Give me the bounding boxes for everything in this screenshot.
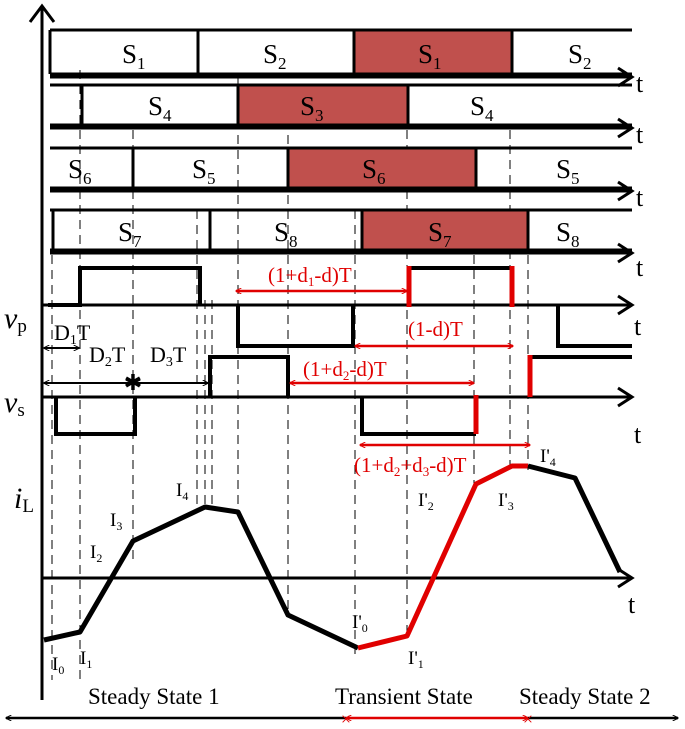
vp-t-label: t bbox=[634, 312, 642, 341]
point-i1: I1 bbox=[80, 648, 92, 671]
d3t-label: D3T bbox=[150, 342, 187, 370]
transient-label-4: (1+d2+d3-d)T bbox=[354, 453, 467, 479]
point-i0-prime: I'0 bbox=[352, 612, 368, 635]
transient-end-mark: × bbox=[523, 709, 533, 729]
il-steady-trace bbox=[43, 504, 360, 651]
il-t-label: t bbox=[628, 590, 636, 619]
state-indicators: Steady State 1 Transient State Steady St… bbox=[6, 684, 678, 729]
row3-label-d: S5 bbox=[556, 154, 580, 188]
vs-waveform: vs t bbox=[4, 355, 642, 449]
row3-t-label: t bbox=[636, 183, 644, 212]
row4-label-d: S8 bbox=[556, 217, 580, 251]
il-label: iL bbox=[14, 482, 34, 517]
steady-state-2-label: Steady State 2 bbox=[519, 684, 651, 709]
point-i0: I0 bbox=[52, 654, 64, 677]
row2-label-a: S4 bbox=[148, 91, 172, 125]
point-i4-prime: I'4 bbox=[540, 446, 556, 469]
steady-state-1-label: Steady State 1 bbox=[88, 684, 220, 709]
d2t-label: D2T bbox=[89, 342, 126, 370]
transient-annotations: (1+d1-d)T (1-d)T (1+d2-d)T (1+d2+d3-d)T bbox=[236, 263, 530, 479]
shaded-block-s1 bbox=[354, 30, 512, 74]
row4-t-label: t bbox=[636, 253, 644, 282]
transient-label-2: (1-d)T bbox=[408, 317, 463, 341]
d1t-label: D1T bbox=[54, 320, 91, 348]
point-i3-prime: I'3 bbox=[498, 490, 514, 513]
switch-row-2: S4 S3 S4 t bbox=[50, 83, 644, 149]
row4-label-b: S8 bbox=[274, 217, 298, 251]
junction-star: ✱ bbox=[124, 370, 142, 395]
point-i2: I2 bbox=[90, 542, 102, 565]
point-i1-prime: I'1 bbox=[408, 648, 424, 671]
point-i4: I4 bbox=[176, 480, 188, 503]
shaded-block-s6 bbox=[288, 148, 476, 188]
row1-label-d: S2 bbox=[568, 39, 592, 73]
row1-label-a: S1 bbox=[122, 39, 146, 73]
transient-state-label: Transient State bbox=[335, 684, 473, 709]
il-steady2-trace bbox=[527, 463, 623, 574]
point-i3: I3 bbox=[110, 510, 122, 533]
transient-start-mark: × bbox=[341, 709, 351, 729]
row2-label-c: S4 bbox=[470, 91, 494, 125]
row1-t-label: t bbox=[636, 69, 644, 98]
switch-row-3: S6 S5 S6 S5 t bbox=[50, 146, 644, 212]
vertical-axis bbox=[28, 3, 56, 700]
vp-waveform: vp t bbox=[4, 266, 642, 348]
il-transient-trace bbox=[357, 463, 528, 651]
vp-label: vp bbox=[4, 302, 27, 337]
shaded-block-s3 bbox=[238, 85, 408, 125]
point-i2-prime: I'2 bbox=[418, 490, 434, 513]
row1-label-b: S2 bbox=[263, 39, 287, 73]
switch-row-1: S1 S2 S1 S2 t bbox=[48, 28, 644, 98]
shaded-block-s7 bbox=[362, 210, 528, 250]
vs-label: vs bbox=[4, 386, 25, 421]
il-waveform: iL t I0 I1 I2 I3 I4 I'0 I'1 I'2 I'3 I'4 bbox=[14, 446, 636, 677]
row4-label-a: S7 bbox=[118, 217, 142, 251]
row3-label-b: S5 bbox=[192, 154, 216, 188]
row2-t-label: t bbox=[636, 120, 644, 149]
transient-label-1: (1+d1-d)T bbox=[268, 263, 352, 289]
vs-t-label: t bbox=[634, 420, 642, 449]
transient-label-3: (1+d2-d)T bbox=[303, 357, 387, 383]
row3-label-a: S6 bbox=[68, 154, 92, 188]
duration-annotations: ✱ D1T D2T D3T bbox=[44, 320, 208, 395]
